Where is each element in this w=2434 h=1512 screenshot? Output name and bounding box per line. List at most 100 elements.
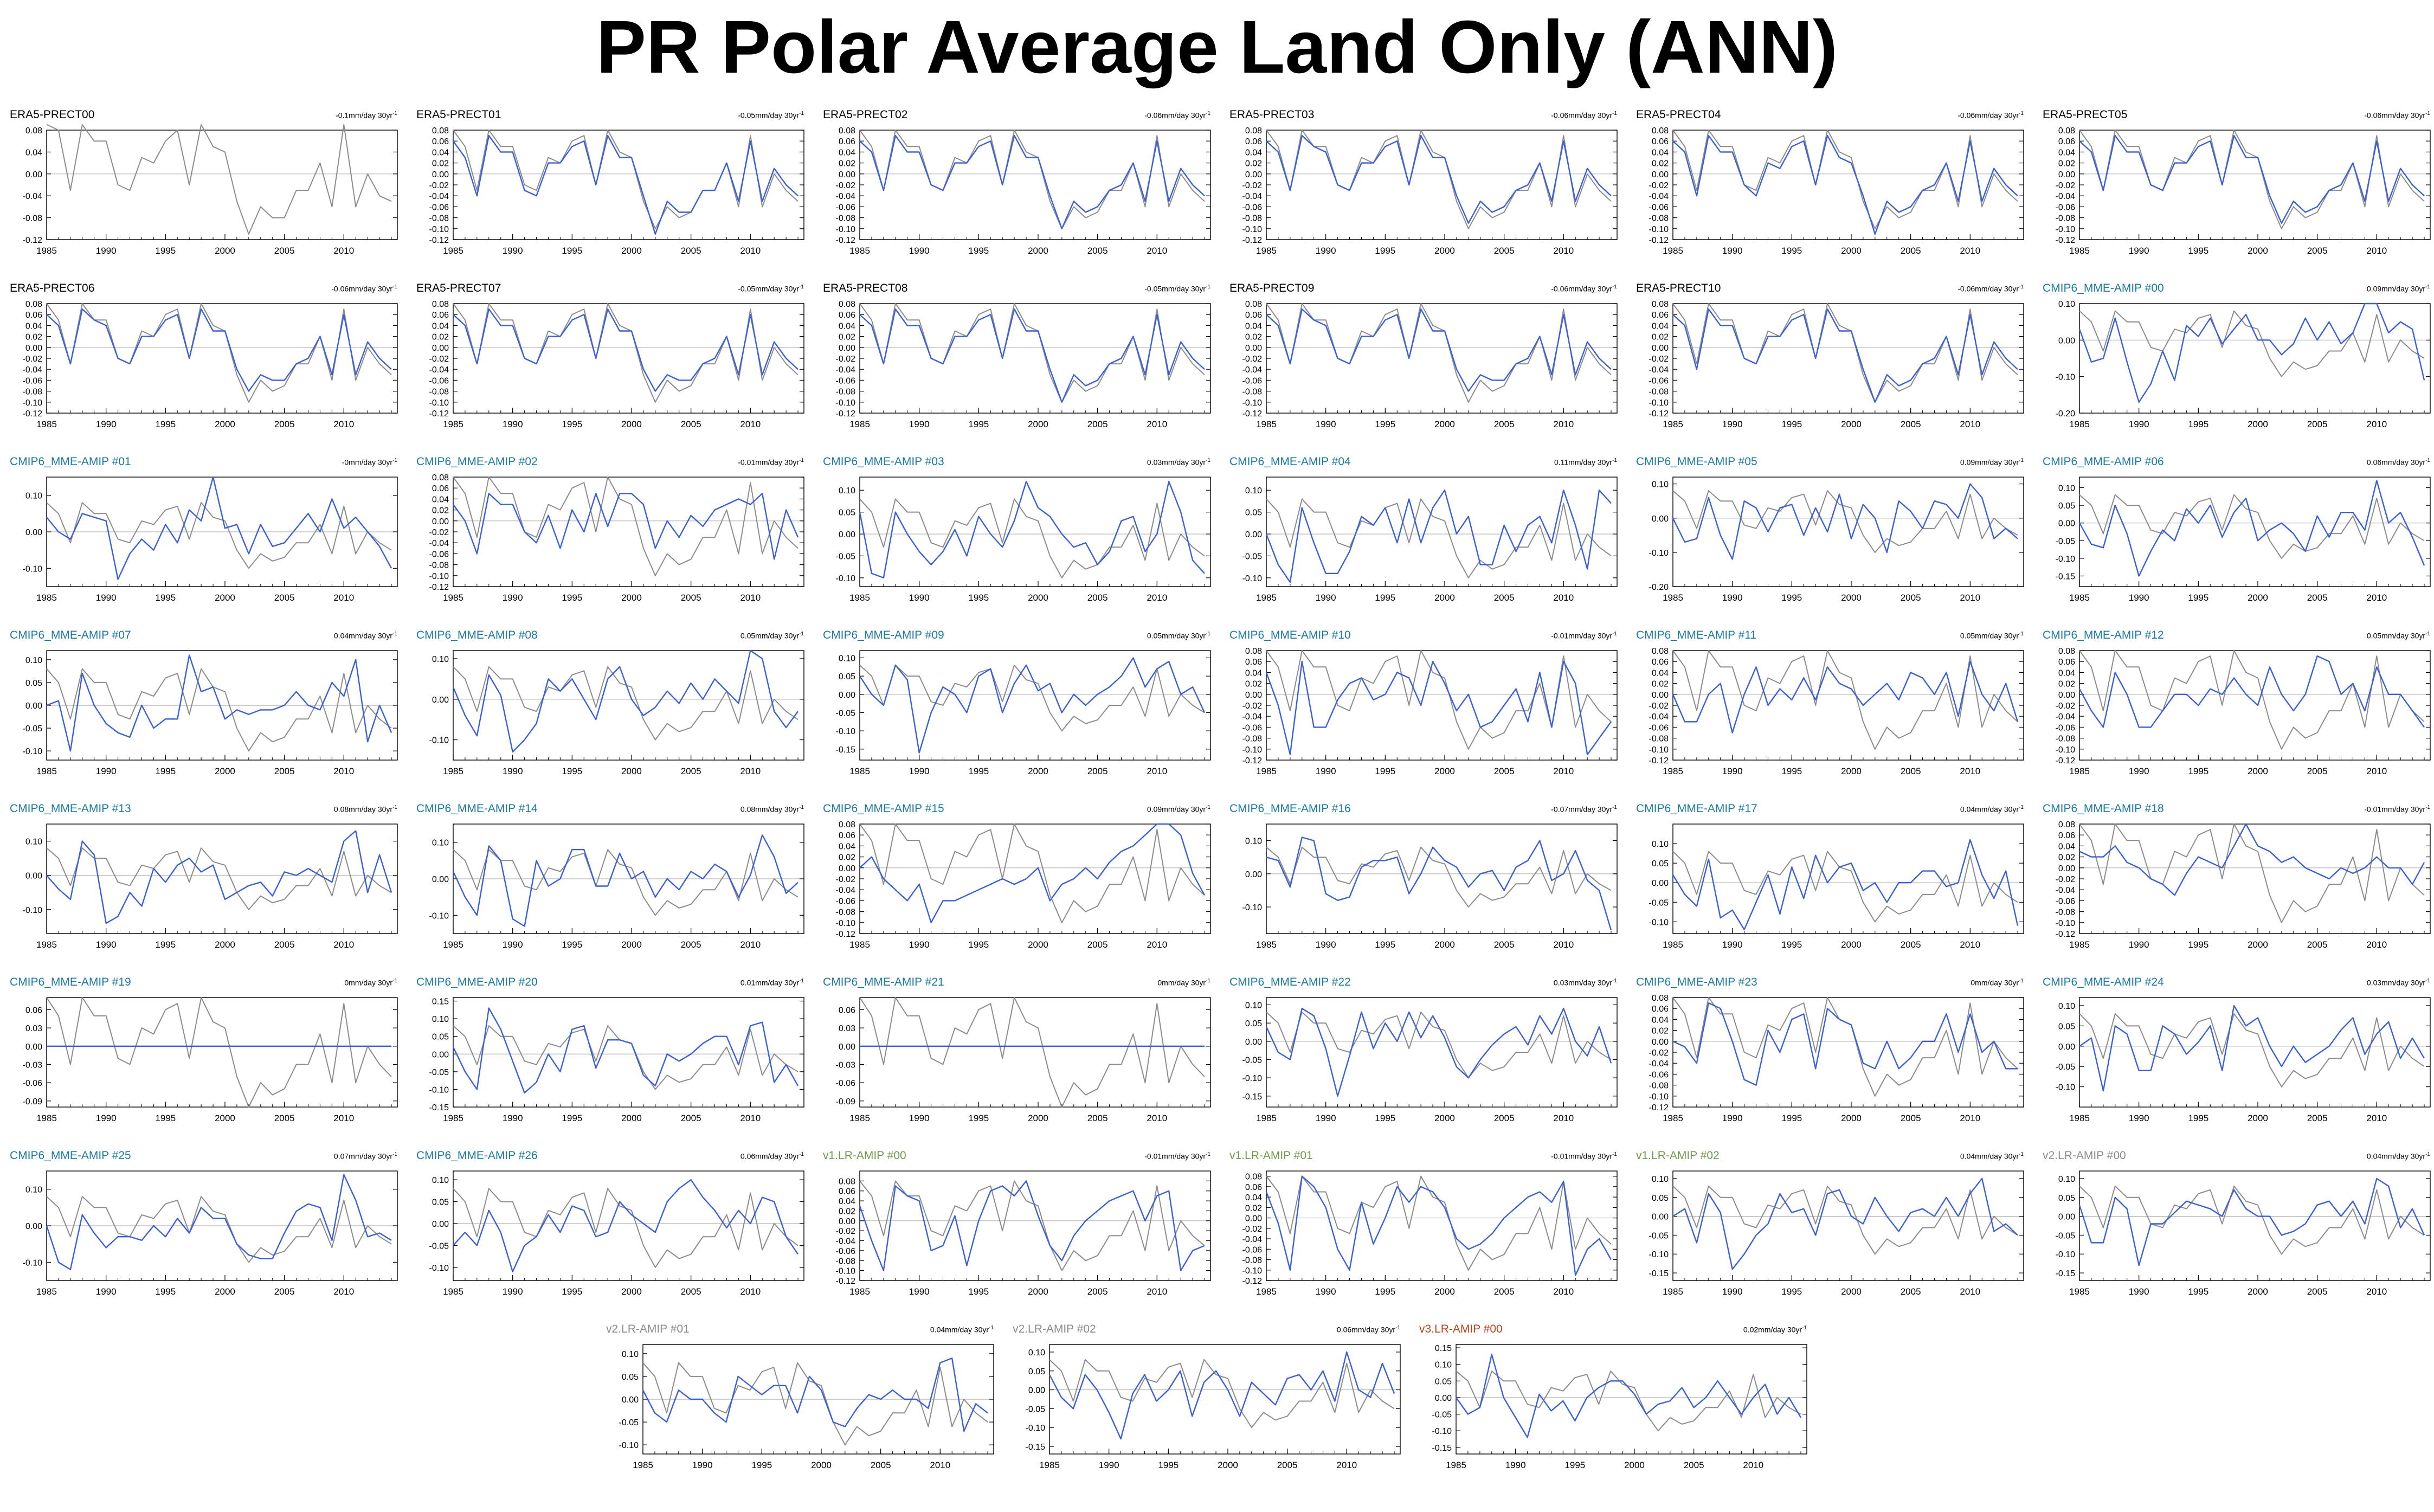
y-tick-label: 0.00 (1245, 1038, 1262, 1047)
model-series-line (1265, 661, 1612, 756)
x-tick-label: 1985 (443, 766, 463, 776)
y-tick-label: -0.12 (1649, 756, 1669, 765)
model-series-line (452, 649, 799, 753)
chart-panel: CMIP6_MME-AMIP #17 0.04mm/day 30yr-1 0.10 0… (1636, 802, 2026, 965)
y-tick-label: -0.05 (836, 709, 856, 718)
x-tick-label: 2000 (1434, 1286, 1455, 1297)
y-tick-label: 0.05 (432, 1033, 449, 1042)
x-tick-label: 2000 (2248, 593, 2268, 603)
y-tick-label: 0.08 (1652, 126, 1669, 136)
y-tick-label: 0.08 (1245, 647, 1262, 656)
x-tick-label: 1985 (2069, 419, 2090, 429)
y-tick-label: 0.06 (1245, 311, 1262, 320)
x-tick-label: 2005 (1494, 246, 1515, 256)
y-tick-label: 0.02 (1652, 680, 1669, 689)
chart-panel: ERA5-PRECT04 -0.06mm/day 30yr-1 0.08 0.06 0.… (1636, 108, 2026, 271)
x-tick-label: 1985 (443, 1113, 463, 1123)
y-tick-label: -0.05 (619, 1418, 639, 1427)
y-tick-label: -0.06 (1242, 376, 1263, 385)
plot-frame (859, 650, 1211, 761)
y-tick-label: -0.08 (836, 908, 856, 917)
y-tick-label: 0.04 (432, 148, 449, 157)
x-tick-label: 2005 (681, 1113, 701, 1123)
reference-series-line (1266, 130, 1612, 229)
y-tick-label: -0.02 (2056, 875, 2076, 884)
y-tick-label: 0.04 (839, 148, 855, 157)
trend-label: 0.09mm/day 30yr-1 (2366, 284, 2430, 293)
x-tick-label: 1990 (909, 593, 930, 603)
x-tick-label: 1985 (1663, 246, 1683, 256)
y-tick-label: 0.05 (432, 1198, 449, 1207)
y-tick-label: 0.04 (2058, 842, 2075, 851)
y-tick-label: -0.08 (836, 388, 856, 397)
x-tick-label: 2010 (2366, 246, 2387, 256)
chart-plot: 0.080.060.040.020.00-0.02-0.04-0.06-0.08… (2056, 820, 2431, 950)
y-tick-label: -0.12 (1242, 1277, 1263, 1286)
x-tick-label: 2000 (215, 766, 235, 776)
y-tick-label: 0.05 (2058, 501, 2075, 511)
y-tick-label: 0.08 (1652, 300, 1669, 309)
x-tick-label: 2010 (1147, 593, 1167, 603)
y-tick-label: 0.08 (25, 300, 42, 309)
y-tick-label: 0.10 (25, 656, 42, 665)
y-tick-label: 0.06 (1652, 658, 1669, 667)
x-tick-label: 2010 (1553, 940, 1574, 950)
y-tick-label: -0.05 (1242, 1056, 1263, 1065)
y-tick-label: -0.08 (2056, 908, 2076, 917)
y-tick-label: 0.04 (1652, 668, 1669, 678)
y-tick-label: 0.00 (1245, 870, 1262, 879)
plot-frame (859, 1170, 1211, 1281)
trend-value: 0.08mm/day 30yr (333, 805, 393, 814)
y-tick-label: 0.00 (1245, 530, 1262, 539)
plot-frame (46, 823, 398, 934)
y-tick-label: -0.05 (2056, 1231, 2076, 1240)
y-tick-label: 0.00 (432, 1050, 449, 1059)
panel-title: ERA5-PRECT05 (2043, 108, 2128, 121)
y-tick-label: -0.08 (836, 1257, 856, 1266)
x-tick-label: 1985 (849, 419, 870, 429)
y-tick-label: -0.08 (2056, 735, 2076, 744)
x-tick-label: 1995 (1781, 940, 1802, 950)
y-tick-label: 0.04 (839, 842, 855, 851)
trend-label: 0.04mm/day 30yr-1 (930, 1325, 994, 1334)
model-series-line (1672, 661, 2019, 734)
reference-series-line (1266, 1011, 1612, 1079)
chart-panel: ERA5-PRECT08 -0.05mm/day 30yr-1 0.08 0.06 0.… (823, 282, 1213, 445)
y-tick-label: 0.06 (432, 137, 449, 146)
y-tick-label: -0.10 (1242, 1266, 1263, 1276)
y-tick-label: -0.10 (1242, 398, 1263, 408)
chart-plot: 0.10 0.00 -0.10 1985 1990 1995 2000 2005 2010 (429, 823, 804, 950)
x-tick-label: 2010 (740, 1113, 761, 1123)
model-series-line (452, 1007, 799, 1094)
y-tick-label: 0.10 (839, 486, 855, 496)
chart-plot: 0.10 0.00 -0.10 1985 1990 1995 2000 2005 2010 (23, 1170, 398, 1297)
model-series-line (2078, 655, 2425, 728)
x-tick-label: 2000 (1841, 766, 1862, 776)
chart-plot: 0.080.060.040.020.00-0.02-0.04-0.06-0.08… (836, 820, 1211, 950)
x-tick-label: 2010 (333, 1286, 354, 1297)
y-tick-label: -0.12 (1649, 409, 1669, 419)
x-tick-label: 2005 (681, 246, 701, 256)
panel-title: v1.LR-AMIP #02 (1636, 1149, 1720, 1162)
panel-title: CMIP6_MME-AMIP #08 (416, 629, 538, 641)
y-tick-label: -0.06 (836, 203, 856, 212)
trend-value: 0.06mm/day 30yr (740, 1151, 800, 1161)
y-tick-label: -0.10 (836, 574, 856, 583)
y-tick-label: -0.10 (1242, 225, 1263, 234)
reference-series-line (453, 303, 799, 403)
chart-panel: ERA5-PRECT00 -0.1mm/day 30yr-1 0.08 0.04 0.0… (10, 108, 400, 271)
trend-label: -0.06mm/day 30yr-1 (1957, 111, 2024, 120)
x-tick-label: 2005 (274, 246, 295, 256)
x-tick-label: 1985 (36, 246, 57, 256)
plot-frame (1266, 997, 1618, 1108)
x-tick-label: 2000 (1841, 1286, 1862, 1297)
reference-series-line (46, 502, 392, 569)
trend-value: 0mm/day 30yr (344, 978, 393, 987)
y-tick-label: -0.02 (2056, 181, 2076, 190)
x-tick-label: 2010 (1553, 593, 1574, 603)
model-series-line (1672, 483, 2018, 560)
y-tick-label: 0.04 (1245, 321, 1262, 331)
chart-plot: 0.080.060.040.020.00-0.02-0.04-0.06-0.08… (1242, 300, 1618, 429)
y-tick-label: -0.10 (429, 736, 449, 745)
